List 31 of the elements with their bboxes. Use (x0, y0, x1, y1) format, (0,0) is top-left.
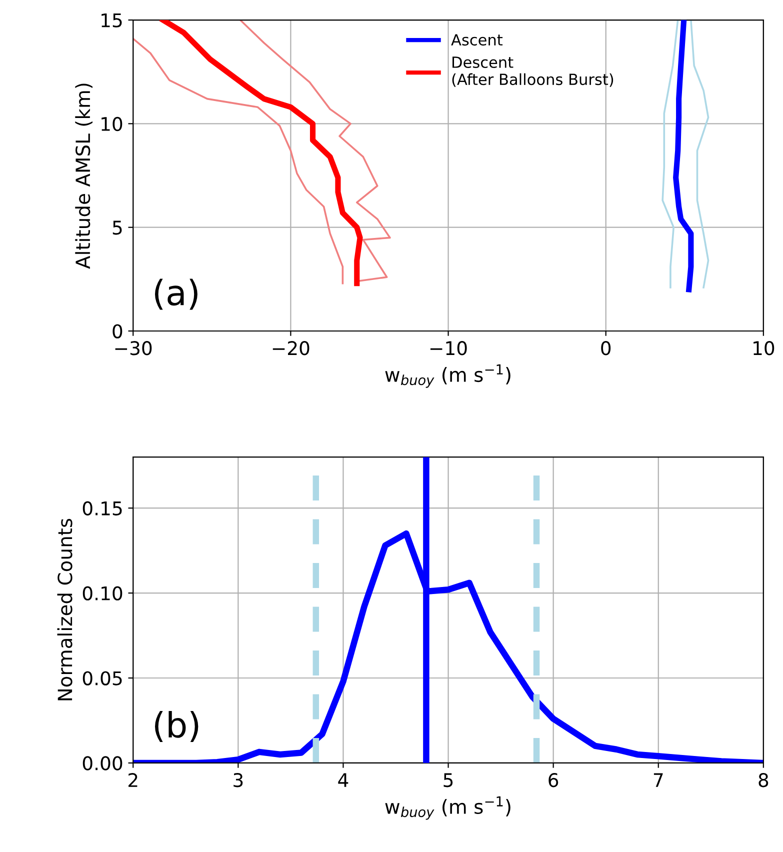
y-tick-label: 0.05 (82, 671, 122, 686)
x-tick-label: 2 (128, 773, 138, 787)
annotation: (b) (155, 711, 198, 742)
x-tick-label: 10 (754, 341, 774, 356)
y-tick-label: 0.10 (82, 586, 122, 600)
y-tick-label: 5 (112, 220, 122, 235)
x-tick-label: −10 (430, 341, 467, 356)
x-axis-title: w$_{buoy}$ (m s$^{−1}$) (385, 796, 510, 820)
x-tick-label: 7 (654, 773, 663, 787)
annotation: (a) (155, 278, 198, 310)
legend-label: Descent (After Balloons Burst) (452, 56, 614, 87)
y-tick-label: 15 (102, 13, 122, 28)
line-series (690, 20, 710, 288)
x-tick-label: −30 (115, 341, 152, 356)
y-axis-title: Altitude AMSL (km) (75, 84, 92, 269)
y-tick-label: 10 (102, 116, 122, 132)
x-tick-label: 5 (444, 773, 453, 788)
y-tick-label: 0.15 (82, 501, 122, 516)
x-tick-label: 0 (601, 341, 611, 356)
x-tick-label: −20 (272, 341, 310, 356)
y-tick-label: 0.00 (82, 756, 122, 770)
x-tick-label: 6 (548, 773, 558, 788)
x-axis-title: w$_{buoy}$ (m s$^{−1}$) (385, 364, 510, 388)
line-series (662, 20, 679, 288)
legend-label: Ascent (451, 34, 503, 46)
x-tick-label: 3 (234, 773, 243, 788)
y-axis-title: Normalized Counts (57, 518, 72, 700)
x-tick-label: 4 (338, 773, 348, 787)
line-series (239, 20, 391, 282)
x-tick-label: 8 (758, 773, 768, 788)
y-tick-label: 0 (112, 324, 122, 338)
